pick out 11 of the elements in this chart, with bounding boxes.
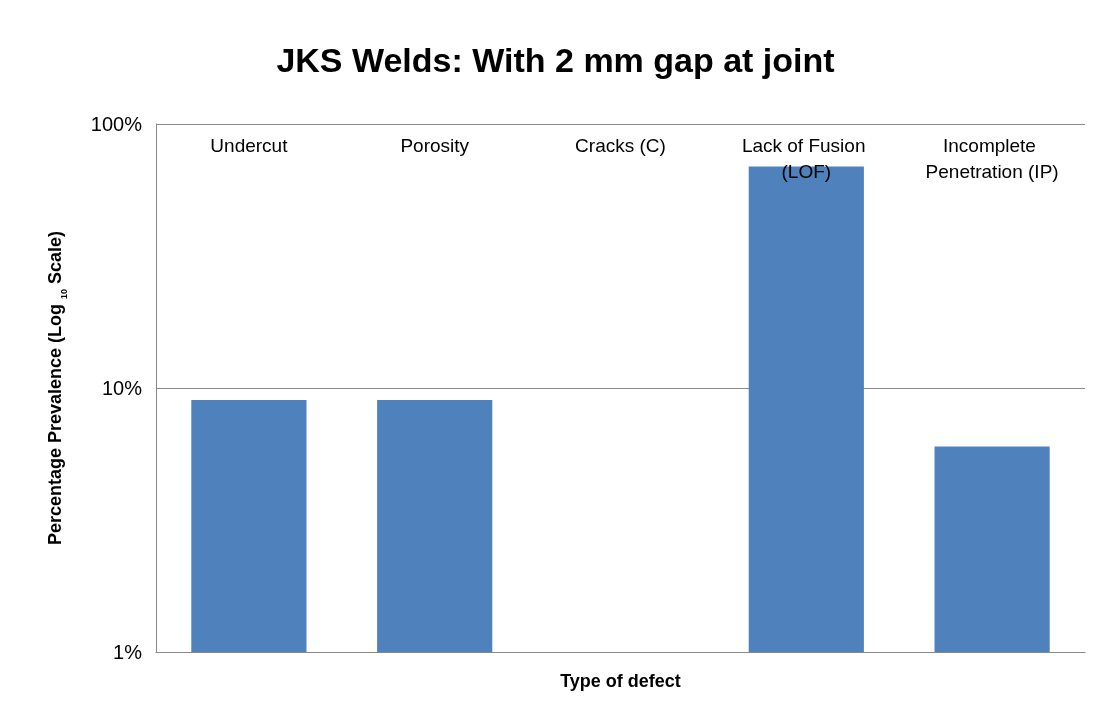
- x-tick-label: Incomplete Penetration (IP): [925, 134, 1059, 182]
- chart-title: JKS Welds: With 2 mm gap at joint: [276, 41, 835, 79]
- y-tick-label: 1%: [113, 641, 143, 663]
- x-tick-label: Lack of Fusion (LOF): [741, 134, 871, 182]
- x-tick-label: Cracks (C): [575, 134, 666, 156]
- x-tick-label: Undercut: [210, 134, 289, 156]
- y-tick-label: 100%: [90, 113, 143, 135]
- y-axis-title: Percentage Prevalence (Log 10 Scale): [45, 230, 69, 546]
- x-tick-label: Porosity: [400, 134, 470, 156]
- y-tick-label: 10%: [101, 377, 143, 399]
- x-axis-title: Type of defect: [560, 671, 681, 691]
